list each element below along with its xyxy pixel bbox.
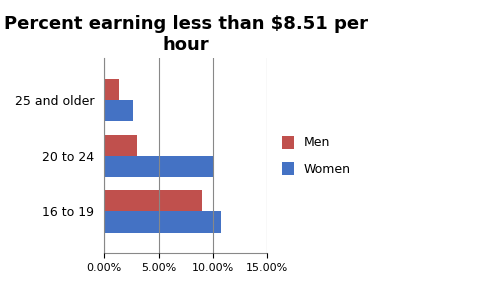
Bar [104,190,202,211]
Title: Percent earning less than $8.51 per
hour: Percent earning less than $8.51 per hour [4,15,368,54]
Bar [104,211,221,233]
Legend: Men, Women: Men, Women [276,130,357,182]
Bar [104,156,214,177]
Bar [104,100,132,121]
Bar [104,134,137,156]
Bar [104,79,120,100]
